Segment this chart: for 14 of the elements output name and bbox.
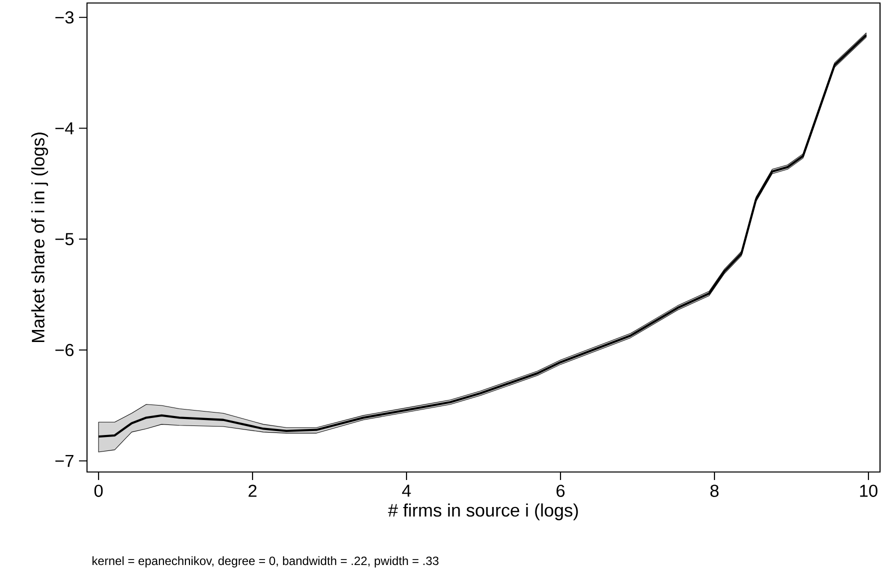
x-tick-label: 2 [248,484,256,497]
x-tick-label: 10 [860,484,878,497]
y-tick-label: −6 [55,344,74,356]
x-tick-label: 0 [94,484,103,497]
x-tick-label: 8 [710,484,719,497]
text: kernel = epanechnikov, degree = 0, bandwidth = .22, pwidth = .33 [92,556,438,568]
y-axis-title: Market share of i in j (logs) [31,132,48,342]
y-tick-label: −5 [55,233,74,246]
x-tick-label: 4 [402,484,411,497]
x-axis-title: # firms in source i (logs) [388,503,578,520]
y-tick-label: −4 [55,122,74,134]
x-tick-label: 6 [556,484,565,497]
y-tick-label: −3 [55,11,74,24]
y-tick-label: −7 [55,454,74,467]
